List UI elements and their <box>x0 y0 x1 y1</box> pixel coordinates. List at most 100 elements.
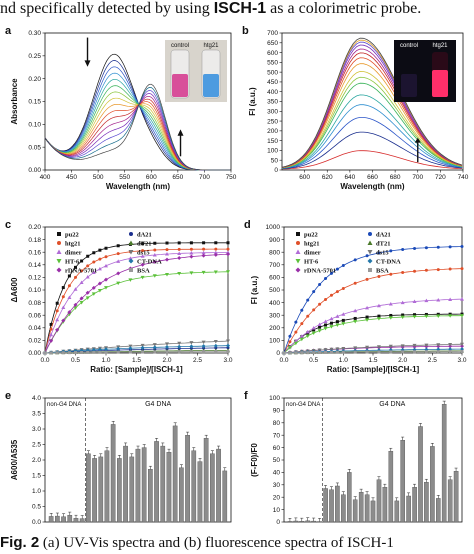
data-point <box>424 268 428 272</box>
data-point <box>165 342 169 346</box>
data-point <box>424 314 429 319</box>
y-tick-label: 0.10 <box>28 122 41 129</box>
data-point <box>436 314 441 318</box>
data-point <box>213 343 218 348</box>
y-tick-label: 0.00 <box>28 350 41 357</box>
legend-label: dimer <box>304 250 321 257</box>
data-point <box>318 302 322 306</box>
data-point <box>140 262 145 267</box>
data-point <box>128 346 133 351</box>
data-point <box>318 283 322 287</box>
data-point <box>85 296 90 300</box>
y-tick-label: 0.00 <box>28 167 41 174</box>
data-point <box>448 342 453 347</box>
data-point <box>61 295 65 299</box>
data-point <box>376 345 381 349</box>
legend-item: HT-6 <box>56 259 80 266</box>
group-label-non-g4: non-G4 DNA <box>286 402 320 408</box>
y-tick-label: 0 <box>276 519 280 526</box>
data-point <box>153 248 157 252</box>
data-point <box>189 241 193 245</box>
inset-label-control: control <box>171 43 189 49</box>
data-point <box>201 250 206 255</box>
data-point <box>55 351 59 355</box>
data-point <box>226 346 230 350</box>
bar <box>154 441 159 523</box>
x-tick-label: 3.0 <box>223 357 232 364</box>
bar <box>147 469 153 523</box>
legend-item: ds15 <box>367 250 389 257</box>
bar <box>191 450 197 523</box>
data-point <box>294 320 298 324</box>
data-point <box>92 260 96 264</box>
y-tick-label: 0.20 <box>28 76 41 83</box>
data-point <box>165 272 169 277</box>
data-point <box>140 343 145 348</box>
data-point <box>177 272 182 276</box>
data-point <box>353 319 358 324</box>
legend-label: dA21 <box>137 232 152 239</box>
data-point <box>226 350 230 354</box>
bar <box>299 521 305 523</box>
data-point <box>177 247 181 251</box>
data-point <box>153 241 157 245</box>
x-tick-label: 720 <box>435 174 446 181</box>
data-point <box>116 281 121 286</box>
bar <box>135 448 141 523</box>
x-axis-label: Wavelength (nm) <box>340 182 404 191</box>
x-tick-label: 740 <box>458 174 469 181</box>
data-point <box>306 314 310 318</box>
y-tick-label: 70 <box>273 432 281 439</box>
panel-label-b: b <box>242 25 249 37</box>
y-tick-label: 3.5 <box>32 411 41 418</box>
bar <box>447 479 453 523</box>
bar <box>85 453 91 523</box>
data-point <box>129 268 133 272</box>
data-point <box>214 346 218 350</box>
data-point <box>92 350 96 354</box>
x-tick-label: 600 <box>146 174 157 181</box>
x-tick-label: 750 <box>226 174 237 181</box>
legend-item: dA21 <box>368 232 391 239</box>
data-point <box>311 331 316 336</box>
data-point <box>177 344 182 349</box>
data-point <box>436 268 440 272</box>
legend-label: dT21 <box>376 241 390 248</box>
data-point <box>367 240 373 245</box>
data-point <box>177 241 181 245</box>
spectrum-line <box>281 57 463 168</box>
bar <box>172 425 178 523</box>
y-axis-label: FI (a.u.) <box>248 87 257 116</box>
y-tick-label: 40 <box>273 470 281 477</box>
legend-item: pu22 <box>296 232 318 239</box>
data-point <box>189 251 194 255</box>
data-point <box>365 305 370 310</box>
y-tick-label: 0.18 <box>28 237 41 244</box>
legend-item: dT21 <box>128 240 151 248</box>
data-point <box>401 350 405 354</box>
data-point <box>104 286 108 290</box>
legend-label: BSA <box>137 268 150 275</box>
data-point <box>317 329 322 333</box>
x-tick-label: 3.0 <box>457 357 466 364</box>
bar <box>347 472 352 523</box>
y-tick-label: 0 <box>276 350 280 357</box>
data-point <box>226 250 230 254</box>
data-point <box>324 323 328 327</box>
data-point <box>79 300 84 305</box>
y-tick-label: 2.5 <box>32 442 41 449</box>
data-point <box>104 255 108 259</box>
data-point <box>460 245 464 249</box>
y-tick-label: 500 <box>267 69 278 76</box>
data-point <box>189 344 194 349</box>
data-point <box>226 252 230 257</box>
data-point <box>80 269 84 273</box>
y-tick-label: 20 <box>273 494 281 501</box>
legend-label: ds15 <box>376 250 389 257</box>
bar <box>61 516 66 523</box>
spectrum-line <box>281 150 462 170</box>
data-point <box>365 345 370 350</box>
vial-control-liquid <box>401 74 417 97</box>
y-tick-label: 0.05 <box>28 144 41 151</box>
data-point <box>341 286 345 290</box>
